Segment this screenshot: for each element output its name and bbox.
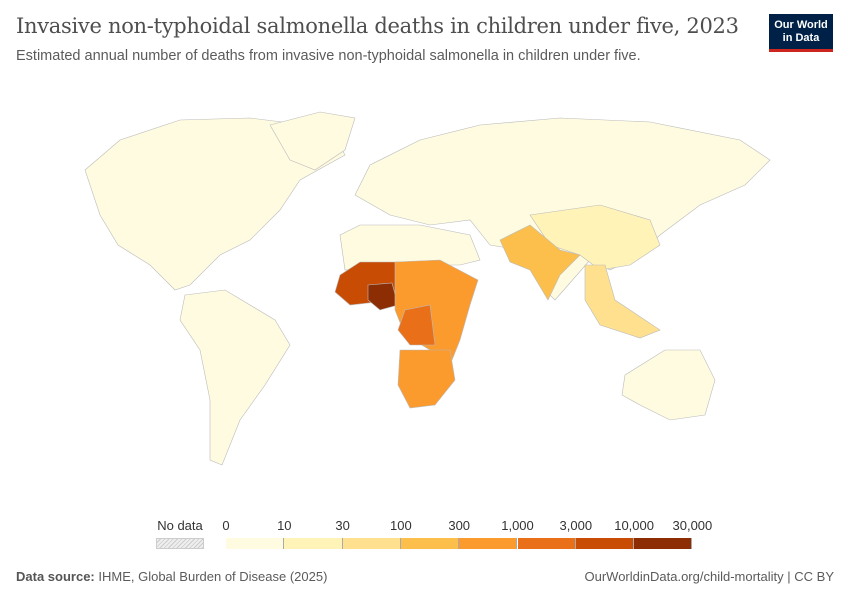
north-america[interactable]	[84, 117, 346, 291]
color-legend: No data 0 10 30 100 300 1,000 3,000 10,000 30,00…	[0, 515, 850, 555]
legend-tick-label: 1,000	[501, 518, 534, 533]
legend-tick-label: 100	[390, 518, 412, 533]
nigeria[interactable]	[367, 282, 399, 311]
southern-africa[interactable]	[397, 349, 456, 409]
legend-bin[interactable]	[342, 538, 401, 549]
no-data-swatch[interactable]	[156, 538, 204, 549]
legend-tick-label: 0	[222, 518, 230, 533]
subtitle: Estimated annual number of deaths from i…	[16, 48, 641, 64]
legend-bin[interactable]	[400, 538, 460, 549]
legend-tick-label: 30	[335, 518, 350, 533]
footer-link[interactable]: OurWorldinData.org/child-mortality | CC …	[584, 569, 835, 584]
south-asia[interactable]	[499, 224, 581, 301]
southeast-asia[interactable]	[584, 264, 661, 339]
legend-tick-label: 30,000	[672, 518, 713, 533]
legend-tick-label: 300	[448, 518, 471, 533]
world-map[interactable]	[0, 80, 850, 510]
source-label: Data source:	[16, 569, 95, 584]
owid-logo[interactable]: Our World in Data	[769, 14, 833, 52]
logo-text: Our World in Data	[774, 19, 828, 44]
source-text: IHME, Global Burden of Disease (2025)	[98, 569, 328, 584]
legend-bin[interactable]	[517, 538, 576, 549]
legend-bin[interactable]	[634, 538, 693, 549]
page-title: Invasive non-typhoidal salmonella deaths…	[16, 14, 739, 38]
legend-bin[interactable]	[575, 538, 635, 549]
legend-bin[interactable]	[284, 538, 343, 549]
south-america[interactable]	[179, 289, 291, 466]
legend-tick-label: 10,000	[614, 518, 654, 533]
no-data-label: No data	[157, 518, 203, 533]
china[interactable]	[529, 204, 661, 271]
legend-bin[interactable]	[226, 538, 285, 549]
legend-bin[interactable]	[459, 538, 518, 549]
data-source: Data source: IHME, Global Burden of Dise…	[16, 569, 327, 584]
australia[interactable]	[621, 349, 716, 421]
greenland[interactable]	[269, 111, 356, 171]
legend-tick-label: 3,000	[559, 518, 593, 533]
drc[interactable]	[397, 304, 436, 346]
legend-tick-label: 10	[277, 518, 292, 533]
